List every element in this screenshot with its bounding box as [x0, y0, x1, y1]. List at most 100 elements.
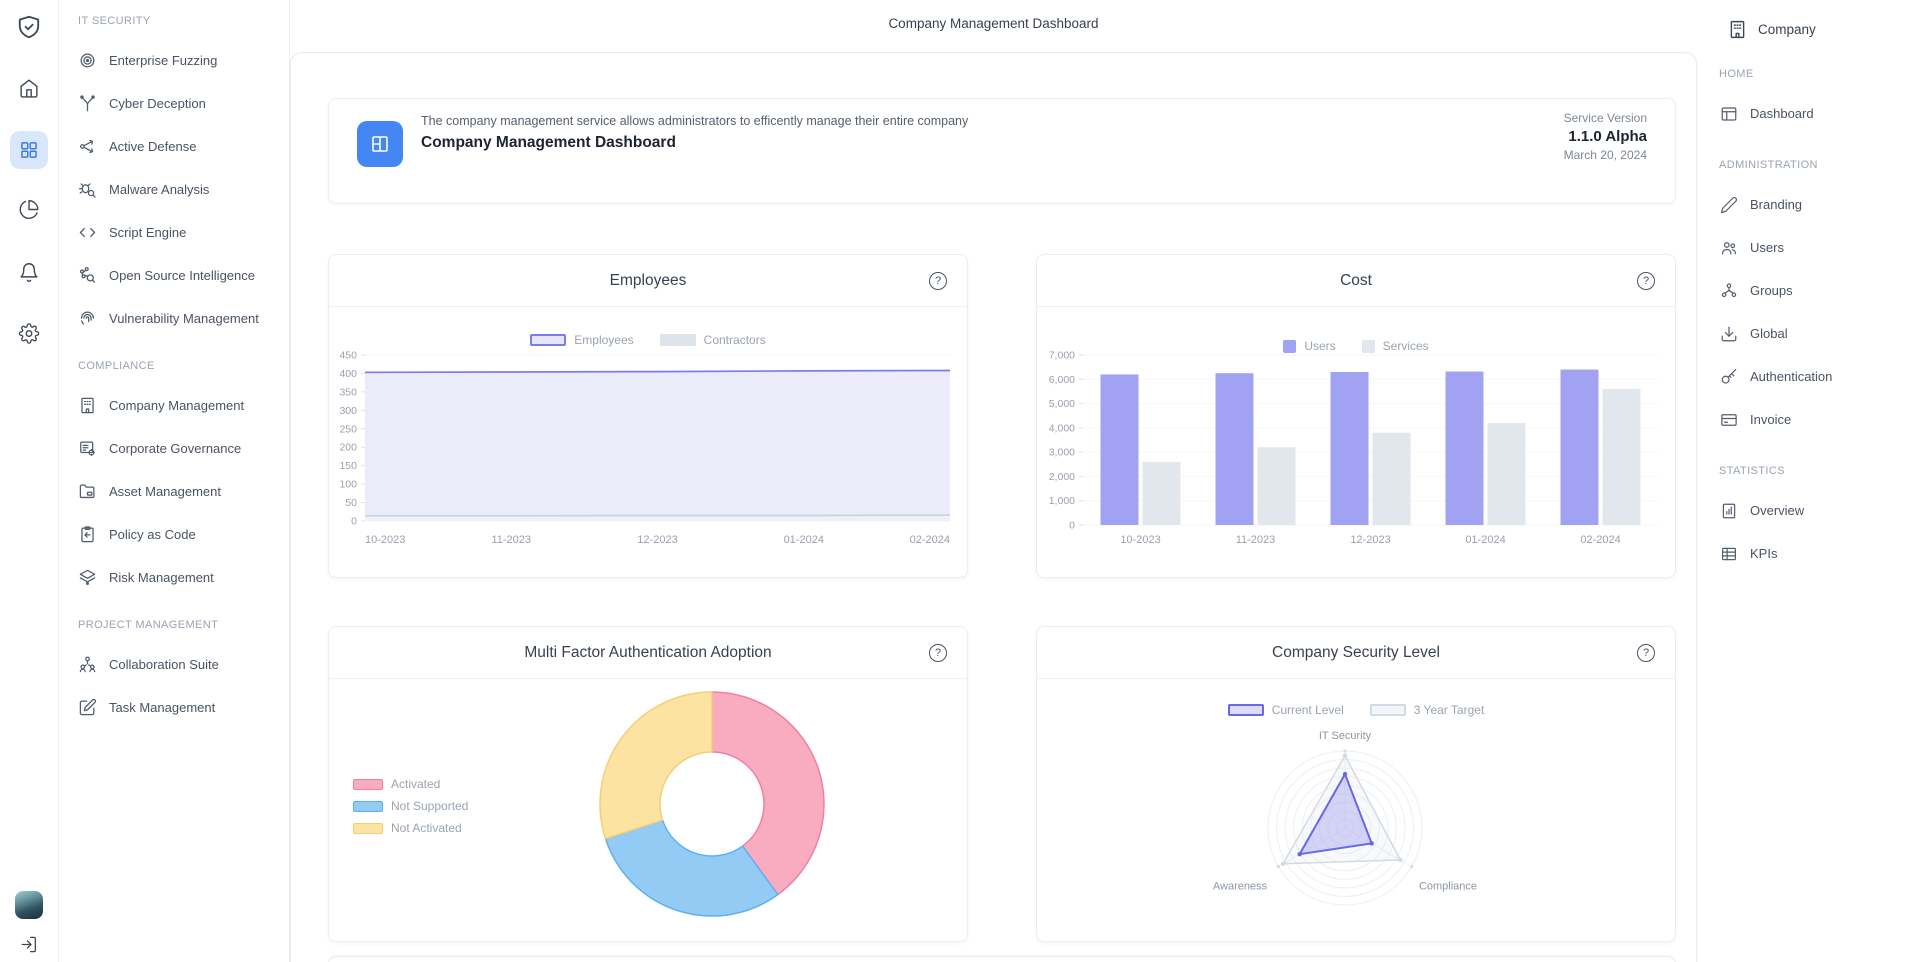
svg-text:11-2023: 11-2023 — [1236, 534, 1276, 546]
nav-item-policy-as-code[interactable]: Policy as Code — [78, 513, 281, 556]
legend-contractors[interactable]: Contractors — [659, 333, 766, 347]
help-icon[interactable]: ? — [929, 644, 947, 662]
legend-activated[interactable]: Activated — [353, 777, 468, 791]
nav-item-label: Enterprise Fuzzing — [109, 53, 218, 68]
legend-swatch — [1369, 704, 1406, 716]
nav-item-label: Asset Management — [109, 484, 222, 499]
employees-area-chart: 0 50 100 150 200 250 300 350 400 450 10-2023 11-202… — [339, 350, 951, 546]
nav-item-vulnerability-management[interactable]: Vulnerability Management — [78, 297, 281, 340]
analytics-pie-icon[interactable] — [19, 199, 40, 220]
nav-item-company-management[interactable]: Company Management — [78, 384, 281, 427]
nav-section-administration: ADMINISTRATION Branding Users Groups — [1719, 159, 1916, 441]
nav-item-label: Collaboration Suite — [109, 657, 219, 672]
legend-swatch — [1227, 704, 1264, 716]
main-panel: The company management service allows ad… — [290, 52, 1697, 962]
help-icon[interactable]: ? — [1637, 644, 1655, 662]
legend-users[interactable]: Users — [1283, 339, 1336, 353]
legend-current-level[interactable]: Current Level — [1227, 703, 1344, 717]
svg-text:3,000: 3,000 — [1049, 447, 1075, 459]
notifications-bell-icon[interactable] — [19, 262, 40, 283]
legend-not-activated[interactable]: Not Activated — [353, 821, 468, 835]
nav-item-label: Open Source Intelligence — [109, 268, 255, 283]
service-version-date: March 20, 2024 — [1563, 148, 1647, 162]
chart-legend: Users Services — [1037, 339, 1675, 353]
help-icon[interactable]: ? — [1637, 272, 1655, 290]
nav-item-asset-management[interactable]: Asset Management — [78, 470, 281, 513]
nav-section-project-management: PROJECT MANAGEMENT Collaboration Suite T… — [78, 619, 281, 729]
section-label: PROJECT MANAGEMENT — [78, 619, 219, 631]
svg-text:250: 250 — [339, 423, 357, 435]
service-version-value: 1.1.0 Alpha — [1568, 128, 1647, 145]
nav-item-groups[interactable]: Groups — [1719, 269, 1916, 312]
card-header: Company Security Level ? — [1037, 627, 1675, 679]
nav-item-risk-management[interactable]: Risk Management — [78, 556, 281, 599]
nav-item-kpis[interactable]: KPIs — [1719, 532, 1916, 575]
legend-3-year-target[interactable]: 3 Year Target — [1369, 703, 1484, 717]
nav-item-cyber-deception[interactable]: Cyber Deception — [78, 82, 281, 125]
mfa-adoption-card: Multi Factor Authentication Adoption ? A… — [328, 626, 968, 942]
svg-text:02-2024: 02-2024 — [910, 534, 950, 546]
logo-shield-icon[interactable] — [16, 14, 42, 40]
nav-item-users[interactable]: Users — [1719, 226, 1916, 269]
nav-item-authentication[interactable]: Authentication — [1719, 355, 1916, 398]
pen-icon — [1719, 195, 1738, 214]
home-icon[interactable] — [19, 78, 40, 99]
svg-text:0: 0 — [1069, 520, 1075, 532]
info-banner: The company management service allows ad… — [328, 98, 1676, 204]
legend-not-supported[interactable]: Not Supported — [353, 799, 468, 813]
nav-item-label: KPIs — [1750, 546, 1778, 561]
nav-item-corporate-governance[interactable]: Corporate Governance — [78, 427, 281, 470]
nav-item-label: Malware Analysis — [109, 182, 210, 197]
service-version-block: Service Version 1.1.0 Alpha March 20, 20… — [1564, 111, 1647, 162]
svg-text:1,000: 1,000 — [1049, 495, 1075, 507]
section-label: STATISTICS — [1719, 465, 1785, 477]
nav-item-invoice[interactable]: Invoice — [1719, 398, 1916, 441]
nav-item-script-engine[interactable]: Script Engine — [78, 211, 281, 254]
banner-title: Company Management Dashboard — [421, 134, 676, 151]
nav-item-label: Company Management — [109, 398, 245, 413]
chart-legend: Employees Contractors — [329, 333, 967, 347]
nav-item-label: Groups — [1750, 283, 1793, 298]
folder-icon — [78, 482, 97, 501]
apps-grid-icon[interactable] — [10, 131, 48, 169]
legend-services[interactable]: Services — [1361, 339, 1429, 353]
nav-item-label: Corporate Governance — [109, 441, 242, 456]
nav-item-overview[interactable]: Overview — [1719, 489, 1916, 532]
legend-swatch — [353, 822, 383, 834]
card-header: Cost ? — [1037, 255, 1675, 307]
page-title: Company Management Dashboard — [888, 16, 1099, 31]
nav-item-global[interactable]: Global — [1719, 312, 1916, 355]
card-title: Company Security Level — [1272, 643, 1440, 661]
nav-item-collaboration-suite[interactable]: Collaboration Suite — [78, 643, 281, 686]
table-icon — [1719, 544, 1738, 563]
dashboard-layout-icon — [357, 121, 403, 167]
nav-item-task-management[interactable]: Task Management — [78, 686, 281, 729]
legend-swatch — [1283, 339, 1297, 353]
section-label: IT SECURITY — [78, 15, 151, 27]
svg-text:01-2024: 01-2024 — [784, 534, 824, 546]
nav-item-open-source-intelligence[interactable]: Open Source Intelligence — [78, 254, 281, 297]
fingerprint-icon — [78, 309, 97, 328]
nav-item-active-defense[interactable]: Active Defense — [78, 125, 281, 168]
edit-square-icon — [78, 698, 97, 717]
nav-item-branding[interactable]: Branding — [1719, 183, 1916, 226]
icon-rail — [0, 0, 59, 962]
card-title: Employees — [609, 271, 687, 289]
user-avatar[interactable] — [15, 891, 43, 919]
company-menu[interactable]: Company — [1719, 14, 1916, 44]
nav-section-home: HOME Dashboard — [1719, 68, 1916, 135]
section-label: HOME — [1719, 68, 1754, 80]
cost-bar-chart: 0 1,000 2,000 3,000 4,000 5,000 6,000 7,000 10-2… — [1049, 350, 1658, 546]
users-icon — [1719, 238, 1738, 257]
nav-item-dashboard[interactable]: Dashboard — [1719, 92, 1916, 135]
legend-swatch — [530, 334, 567, 346]
legend-employees[interactable]: Employees — [530, 333, 634, 347]
settings-gear-icon[interactable] — [18, 323, 40, 344]
nav-item-enterprise-fuzzing[interactable]: Enterprise Fuzzing — [78, 39, 281, 82]
legend-swatch — [353, 778, 383, 790]
next-row-card-peek — [328, 956, 1676, 962]
nav-item-malware-analysis[interactable]: Malware Analysis — [78, 168, 281, 211]
logout-icon[interactable] — [20, 935, 39, 954]
people-icon — [78, 655, 97, 674]
help-icon[interactable]: ? — [929, 272, 947, 290]
